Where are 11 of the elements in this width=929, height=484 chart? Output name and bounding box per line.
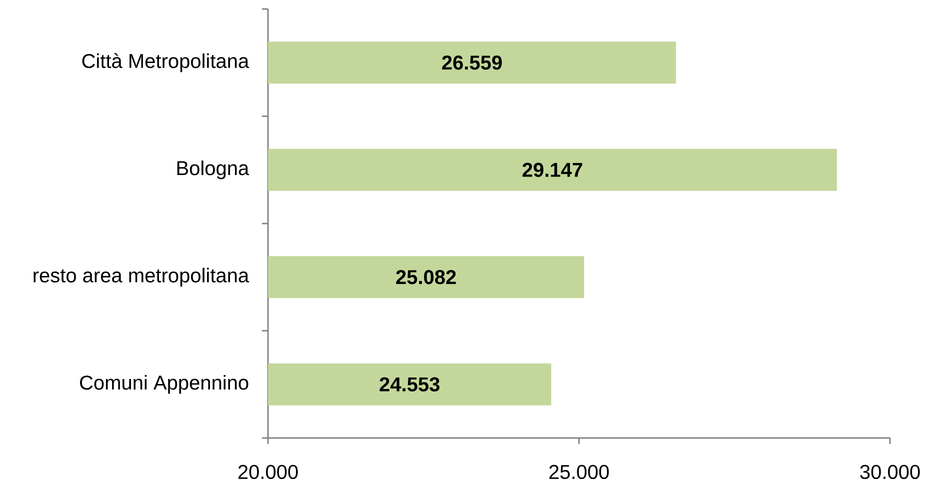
y-tick-label: Comuni Appennino [80,375,248,394]
x-tick-label: 30.000 [860,464,920,480]
x-tick-label: 25.000 [549,464,609,480]
data-label: 29.147 [522,162,582,177]
y-tick-label: resto area metropolitana [34,268,250,286]
x-tick-label: 20.000 [238,464,298,480]
data-label: 24.553 [380,377,440,392]
y-tick-label: Bologna [177,160,250,180]
data-label: 25.082 [396,270,456,284]
data-label: 26.559 [442,56,502,70]
y-tick-label: Città Metropolitana [82,53,250,72]
